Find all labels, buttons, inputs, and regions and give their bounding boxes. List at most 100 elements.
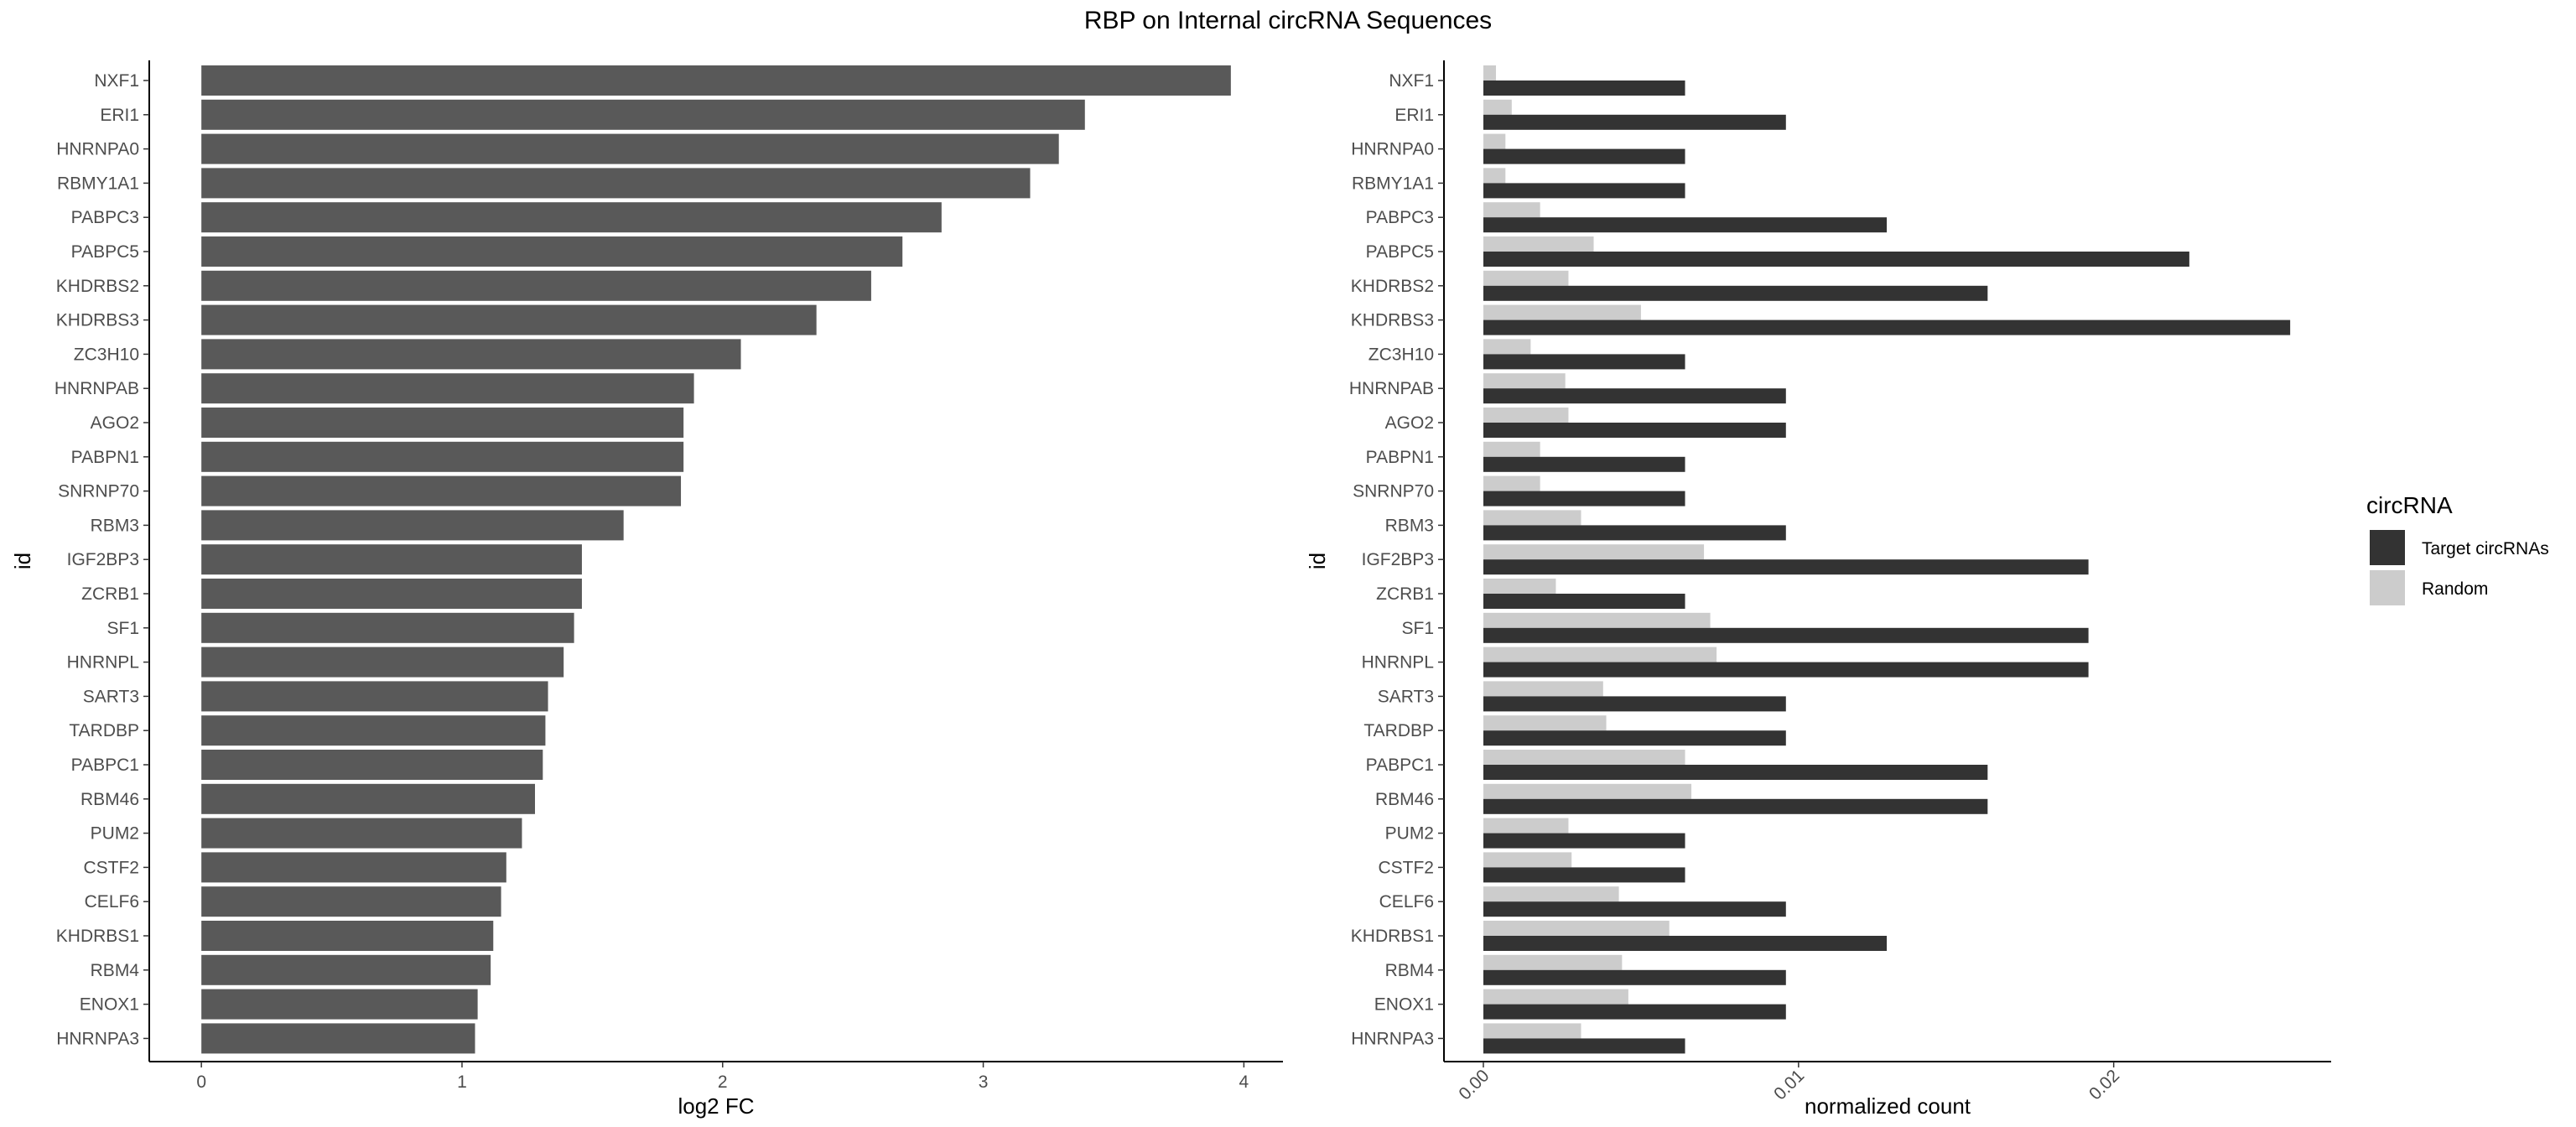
- left-x-tick-label: 0: [196, 1072, 206, 1092]
- right-y-axis-title: id: [1305, 553, 1330, 569]
- left-y-tick-label-rbmy1a1: RBMY1A1: [57, 174, 139, 193]
- bar-random-zc3h10: [1483, 339, 1531, 355]
- bar-random-rbm3: [1483, 510, 1581, 526]
- bar-log2fc-celf6: [201, 886, 501, 917]
- bar-log2fc-sart3: [201, 681, 548, 712]
- bar-random-khdrbs3: [1483, 304, 1641, 320]
- bar-target-rbm4: [1483, 969, 1786, 985]
- bar-target-sart3: [1483, 696, 1786, 712]
- right-y-tick-label-cstf2: CSTF2: [1378, 858, 1434, 877]
- left-y-tick-label-tardbp: TARDBP: [69, 721, 139, 740]
- right-y-tick-label-zcrb1: ZCRB1: [1376, 584, 1434, 604]
- bar-random-celf6: [1483, 886, 1619, 902]
- bar-target-zc3h10: [1483, 354, 1685, 370]
- right-x-tick-label: 0.01: [1770, 1066, 1808, 1104]
- left-y-tick-label-zcrb1: ZCRB1: [81, 584, 139, 604]
- left-y-tick-label-rbm46: RBM46: [80, 790, 139, 809]
- bar-random-khdrbs2: [1483, 270, 1569, 286]
- right-y-tick-label-nxf1: NXF1: [1389, 71, 1434, 91]
- legend-swatch-target-circrnas: [2370, 530, 2405, 565]
- right-y-tick-label-hnrnpa0: HNRNPA0: [1351, 140, 1434, 159]
- bar-target-sf1: [1483, 627, 2089, 643]
- right-y-tick-label-rbmy1a1: RBMY1A1: [1352, 174, 1434, 193]
- bar-log2fc-nxf1: [201, 65, 1231, 96]
- left-y-tick-label-pum2: PUM2: [91, 824, 139, 844]
- chart-title: RBP on Internal circRNA Sequences: [1084, 7, 1492, 34]
- right-y-tick-label-igf2bp3: IGF2BP3: [1362, 550, 1434, 569]
- left-y-tick-label-hnrnpa0: HNRNPA0: [56, 140, 139, 159]
- right-y-tick-label-snrnp70: SNRNP70: [1353, 482, 1434, 501]
- bar-log2fc-pabpn1: [201, 441, 684, 472]
- left-y-tick-label-hnrnpa3: HNRNPA3: [56, 1029, 139, 1048]
- bar-log2fc-cstf2: [201, 852, 506, 883]
- bar-log2fc-rbmy1a1: [201, 168, 1031, 199]
- bar-random-enox1: [1483, 989, 1628, 1005]
- left-y-tick-label-khdrbs3: KHDRBS3: [56, 311, 139, 330]
- bar-random-igf2bp3: [1483, 544, 1705, 560]
- bar-random-tardbp: [1483, 715, 1607, 731]
- left-y-tick-label-eri1: ERI1: [100, 106, 139, 125]
- left-y-tick-label-rbm4: RBM4: [91, 961, 140, 980]
- legend-swatch-random: [2370, 570, 2405, 605]
- right-y-tick-label-tardbp: TARDBP: [1363, 721, 1434, 740]
- legend-label-random: Random: [2422, 579, 2488, 599]
- bar-log2fc-khdrbs3: [201, 304, 817, 335]
- bar-target-khdrbs2: [1483, 285, 1988, 301]
- left-y-tick-label-khdrbs2: KHDRBS2: [56, 277, 139, 296]
- bar-random-pabpc5: [1483, 236, 1594, 252]
- legend: circRNA Target circRNAs Random: [2366, 492, 2549, 605]
- bar-log2fc-zcrb1: [201, 579, 582, 609]
- left-y-tick-label-pabpn1: PABPN1: [71, 448, 139, 467]
- bar-log2fc-enox1: [201, 989, 478, 1020]
- bar-target-igf2bp3: [1483, 559, 2089, 575]
- right-y-tick-label-khdrbs1: KHDRBS1: [1351, 927, 1434, 946]
- left-x-axis-title: log2 FC: [678, 1093, 754, 1119]
- bar-random-pabpc3: [1483, 202, 1540, 218]
- bar-target-pabpn1: [1483, 456, 1685, 472]
- bar-target-tardbp: [1483, 730, 1786, 746]
- bar-target-rbmy1a1: [1483, 183, 1685, 199]
- bar-random-hnrnpab: [1483, 373, 1566, 389]
- bar-random-pabpc1: [1483, 750, 1685, 765]
- right-y-tick-label-pabpn1: PABPN1: [1366, 448, 1434, 467]
- left-x-tick-label: 4: [1239, 1072, 1249, 1092]
- bar-target-hnrnpa3: [1483, 1038, 1685, 1054]
- bar-random-khdrbs1: [1483, 921, 1670, 936]
- bar-log2fc-snrnp70: [201, 475, 682, 506]
- bar-log2fc-zc3h10: [201, 339, 741, 370]
- bar-target-eri1: [1483, 114, 1786, 130]
- bar-log2fc-pum2: [201, 818, 522, 849]
- bar-random-zcrb1: [1483, 579, 1556, 594]
- bar-random-rbm46: [1483, 783, 1692, 799]
- bar-target-rbm3: [1483, 525, 1786, 541]
- bar-log2fc-hnrnpa3: [201, 1023, 475, 1054]
- right-y-tick-label-pum2: PUM2: [1385, 824, 1434, 844]
- bar-log2fc-khdrbs1: [201, 921, 494, 951]
- bar-log2fc-pabpc1: [201, 750, 543, 780]
- bar-random-nxf1: [1483, 65, 1497, 80]
- left-x-tick-label: 3: [979, 1072, 989, 1092]
- right-y-tick-label-hnrnpl: HNRNPL: [1362, 653, 1434, 673]
- bar-random-sart3: [1483, 681, 1603, 697]
- left-y-tick-label-snrnp70: SNRNP70: [58, 482, 139, 501]
- bar-random-rbm4: [1483, 954, 1623, 970]
- bar-random-eri1: [1483, 99, 1512, 115]
- left-y-tick-label-cstf2: CSTF2: [83, 858, 139, 877]
- bar-target-zcrb1: [1483, 594, 1685, 609]
- bar-target-snrnp70: [1483, 491, 1685, 506]
- right-y-tick-label-pabpc1: PABPC1: [1366, 756, 1434, 775]
- bar-log2fc-khdrbs2: [201, 270, 871, 301]
- bar-target-celf6: [1483, 901, 1786, 917]
- right-y-tick-label-pabpc5: PABPC5: [1366, 242, 1434, 262]
- bar-random-pum2: [1483, 818, 1569, 834]
- bar-random-hnrnpa3: [1483, 1023, 1581, 1039]
- bar-random-sf1: [1483, 612, 1711, 628]
- right-y-tick-label-hnrnpa3: HNRNPA3: [1351, 1029, 1434, 1048]
- bar-target-pabpc1: [1483, 765, 1988, 780]
- left-y-tick-label-hnrnpl: HNRNPL: [67, 653, 139, 673]
- bar-target-pabpc5: [1483, 252, 2189, 267]
- right-x-tick-label: 0.02: [2085, 1066, 2123, 1104]
- right-y-tick-label-eri1: ERI1: [1394, 106, 1434, 125]
